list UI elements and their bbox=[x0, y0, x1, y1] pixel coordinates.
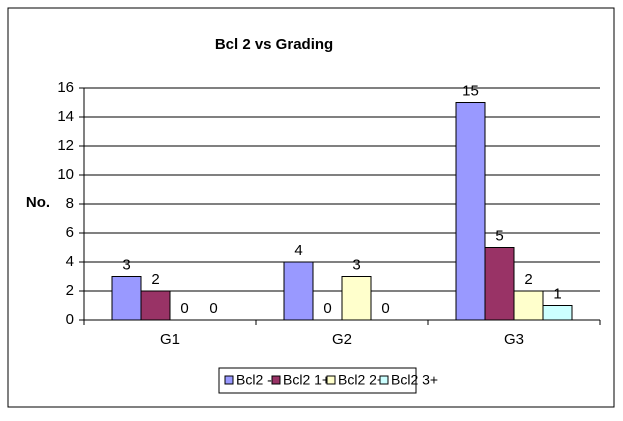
legend-label: Bcl2 - bbox=[236, 372, 272, 388]
bar bbox=[283, 261, 314, 321]
legend-label: Bcl2 3+ bbox=[391, 372, 438, 388]
legend-label: Bcl2 1+ bbox=[283, 372, 330, 388]
legend-swatch bbox=[271, 375, 281, 385]
data-label: 3 bbox=[122, 256, 130, 273]
y-axis-label: No. bbox=[26, 194, 50, 211]
data-label: 0 bbox=[209, 300, 217, 317]
y-tick-label: 14 bbox=[57, 108, 74, 125]
bar bbox=[455, 102, 486, 321]
x-tick-label: G3 bbox=[504, 331, 524, 348]
x-tick-label: G2 bbox=[332, 331, 352, 348]
bar bbox=[542, 305, 573, 321]
data-label: 0 bbox=[180, 300, 188, 317]
data-label: 0 bbox=[323, 300, 331, 317]
x-tick-label: G1 bbox=[160, 331, 180, 348]
bar bbox=[484, 247, 515, 321]
legend-swatch bbox=[224, 375, 234, 385]
data-label: 4 bbox=[294, 242, 302, 259]
bar bbox=[111, 276, 142, 321]
chart-title: Bcl 2 vs Grading bbox=[215, 36, 333, 53]
data-label: 3 bbox=[352, 256, 360, 273]
y-tick-label: 16 bbox=[57, 79, 74, 96]
data-label: 15 bbox=[462, 82, 479, 99]
bar bbox=[341, 276, 372, 321]
legend-label: Bcl2 2+ bbox=[338, 372, 385, 388]
data-label: 2 bbox=[524, 271, 532, 288]
bar bbox=[140, 290, 171, 321]
legend-swatch bbox=[326, 375, 336, 385]
bar bbox=[513, 290, 544, 321]
y-tick-label: 12 bbox=[57, 137, 74, 154]
y-tick-label: 4 bbox=[66, 253, 74, 270]
data-label: 0 bbox=[381, 300, 389, 317]
data-label: 2 bbox=[151, 271, 159, 288]
legend-swatch bbox=[379, 375, 389, 385]
data-label: 5 bbox=[495, 227, 503, 244]
y-tick-label: 8 bbox=[66, 195, 74, 212]
data-label: 1 bbox=[553, 285, 561, 302]
chart-border bbox=[7, 7, 615, 408]
y-tick-label: 10 bbox=[57, 166, 74, 183]
y-tick-label: 2 bbox=[66, 282, 74, 299]
y-tick-label: 6 bbox=[66, 224, 74, 241]
y-tick-label: 0 bbox=[66, 311, 74, 328]
